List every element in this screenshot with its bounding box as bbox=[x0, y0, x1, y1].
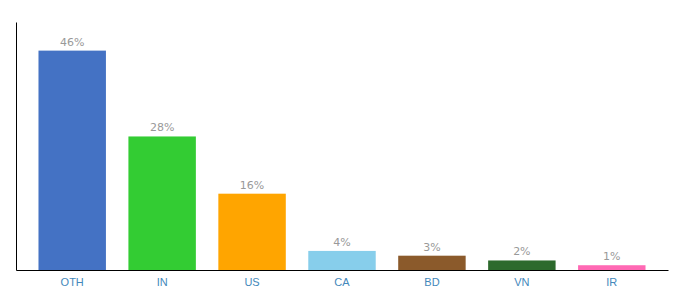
plot: OTH IN US CA BD VN IR 46% 28% 16% 4% 3% 2% 1% bbox=[17, 23, 669, 288]
x-tick: US bbox=[244, 276, 259, 288]
bar bbox=[398, 256, 465, 270]
bar bbox=[218, 194, 285, 270]
y-axis-line bbox=[16, 23, 17, 271]
x-tick-label: BD bbox=[424, 276, 439, 288]
x-tick: CA bbox=[334, 276, 350, 288]
x-tick-label: IN bbox=[157, 276, 168, 288]
data-label: 2% bbox=[513, 245, 530, 258]
data-label: 28% bbox=[150, 121, 174, 134]
bars bbox=[38, 51, 645, 270]
bar bbox=[128, 136, 195, 270]
x-axis: OTH IN US CA BD VN IR bbox=[17, 271, 669, 288]
data-label: 46% bbox=[60, 36, 84, 49]
data-label: 3% bbox=[423, 241, 440, 254]
x-tick-label: OTH bbox=[61, 276, 84, 288]
chart: OTH IN US CA BD VN IR 46% 28% 16% 4% 3% 2% 1% bbox=[0, 0, 680, 300]
data-label: 16% bbox=[240, 179, 264, 192]
x-tick: IN bbox=[157, 276, 168, 288]
x-tick: OTH bbox=[61, 276, 84, 288]
data-label: 4% bbox=[333, 236, 350, 249]
y-axis bbox=[16, 23, 17, 271]
data-labels: 46% 28% 16% 4% 3% 2% 1% bbox=[60, 36, 621, 264]
x-tick: VN bbox=[514, 276, 529, 288]
x-tick: IR bbox=[606, 276, 617, 288]
bar bbox=[38, 51, 105, 270]
x-tick-label: IR bbox=[606, 276, 617, 288]
x-tick: BD bbox=[424, 276, 439, 288]
x-tick-label: CA bbox=[334, 276, 350, 288]
x-tick-label: US bbox=[244, 276, 259, 288]
bar bbox=[578, 265, 645, 270]
x-tick-label: VN bbox=[514, 276, 529, 288]
x-axis-line bbox=[17, 270, 669, 271]
bar bbox=[308, 251, 375, 270]
data-label: 1% bbox=[603, 250, 620, 263]
bar bbox=[488, 260, 555, 270]
